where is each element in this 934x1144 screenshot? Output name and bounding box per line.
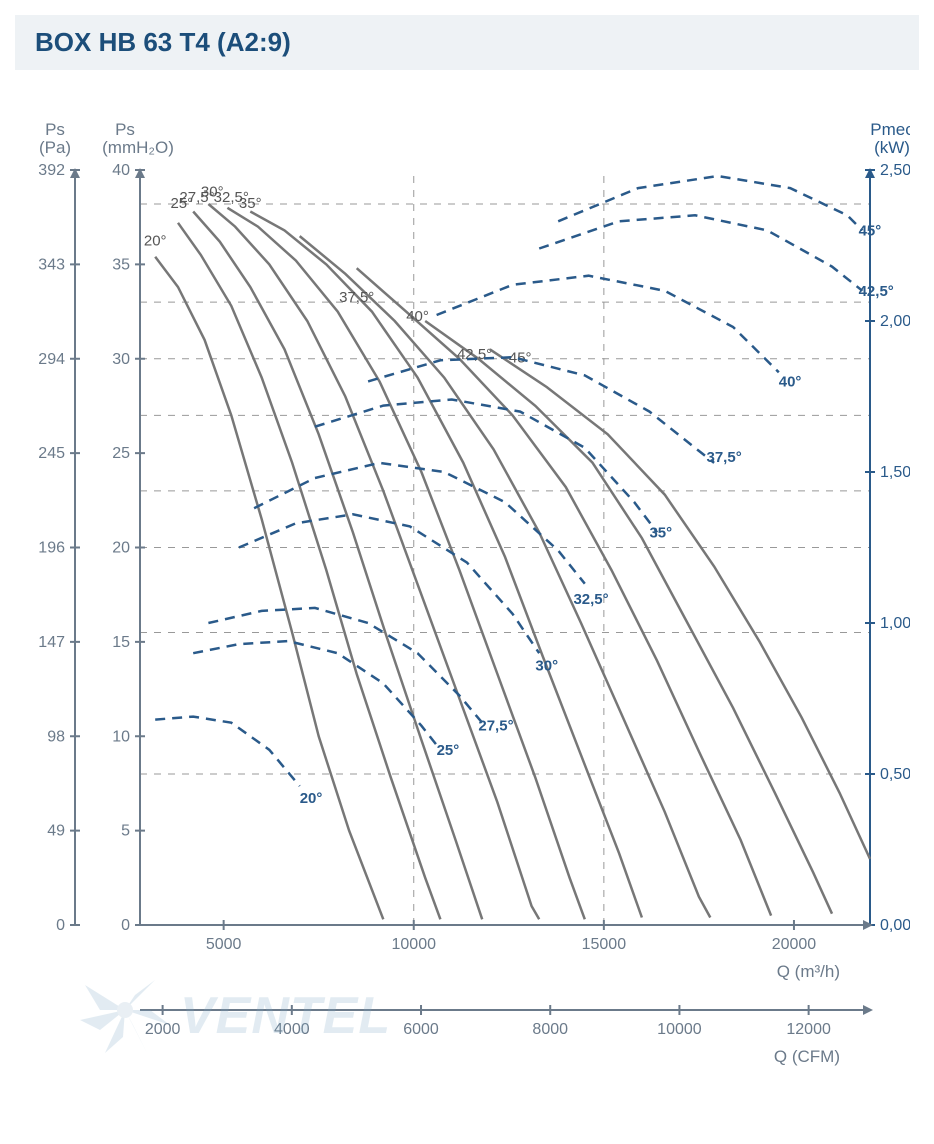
tick-kw: 1,00 (880, 615, 910, 632)
tick-cfm: 8000 (532, 1021, 568, 1038)
tick-mm: 5 (121, 823, 130, 840)
tick-mm: 10 (112, 728, 130, 745)
tick-pa: 0 (56, 917, 65, 934)
tick-mm: 15 (112, 634, 130, 651)
tick-kw: 0,50 (880, 766, 910, 783)
tick-mm: 0 (121, 917, 130, 934)
pmec-curve-label: 20° (300, 790, 323, 807)
tick-cfm: 2000 (145, 1021, 181, 1038)
pmec-curve-label: 32,5° (573, 591, 608, 608)
pmec-curve-label: 45° (859, 222, 882, 239)
tick-mm: 20 (112, 540, 130, 557)
pmec-curve (155, 717, 300, 787)
axis-label-kw: Pmec (870, 120, 910, 139)
pmec-curve-label: 27,5° (478, 718, 513, 735)
ps-curve (300, 236, 711, 917)
tick-kw: 0,00 (880, 917, 910, 934)
pmec-curve-label: 37,5° (707, 449, 742, 466)
tick-kw: 2,50 (880, 162, 910, 179)
tick-m3h: 5000 (206, 936, 242, 953)
tick-mm: 25 (112, 445, 130, 462)
tick-m3h: 20000 (772, 936, 817, 953)
tick-cfm: 4000 (274, 1021, 310, 1038)
chart-svg: 04998147196245294343392Ps(Pa)05101520253… (30, 100, 910, 1100)
tick-pa: 392 (38, 162, 65, 179)
ps-curve-label: 42,5° (457, 346, 492, 363)
tick-mm: 40 (112, 162, 130, 179)
pmec-curve-label: 35° (649, 524, 672, 541)
ps-curve-label: 20° (144, 233, 167, 250)
tick-pa: 294 (38, 351, 65, 368)
axis-label-mm: Ps (115, 120, 135, 139)
tick-pa: 147 (38, 634, 65, 651)
tick-mm: 35 (112, 256, 130, 273)
tick-pa: 98 (47, 728, 65, 745)
tick-pa: 245 (38, 445, 65, 462)
chart-area: 04998147196245294343392Ps(Pa)05101520253… (30, 100, 910, 1100)
tick-kw: 1,50 (880, 464, 910, 481)
axis-label-pa: Ps (45, 120, 65, 139)
axis-unit-mm: (mmH₂O) (102, 138, 174, 157)
ps-curve-label: 37,5° (339, 289, 374, 306)
tick-cfm: 10000 (657, 1021, 702, 1038)
tick-m3h: 15000 (582, 936, 627, 953)
axis-label-m3h: Q (m³/h) (777, 962, 840, 981)
tick-m3h: 10000 (392, 936, 437, 953)
pmec-curve-label: 42,5° (859, 283, 894, 300)
tick-pa: 343 (38, 256, 65, 273)
pmec-curve-label: 40° (779, 373, 802, 390)
tick-cfm: 6000 (403, 1021, 439, 1038)
pmec-curve (539, 215, 862, 290)
ps-curve (155, 257, 383, 920)
tick-mm: 30 (112, 351, 130, 368)
pmec-curve (208, 608, 482, 723)
ps-curve (208, 204, 539, 919)
tick-kw: 2,00 (880, 313, 910, 330)
tick-pa: 49 (47, 823, 65, 840)
pmec-curve-label: 25° (437, 742, 460, 759)
pmec-curve-label: 30° (535, 657, 558, 674)
tick-cfm: 12000 (786, 1021, 831, 1038)
axis-unit-kw: (kW) (874, 138, 910, 157)
chart-title: BOX HB 63 T4 (A2:9) (35, 27, 291, 57)
tick-pa: 196 (38, 540, 65, 557)
axis-label-cfm: Q (CFM) (774, 1047, 840, 1066)
ps-curve-label: 35° (239, 195, 262, 212)
ps-curve (425, 321, 832, 914)
axis-unit-pa: (Pa) (39, 138, 71, 157)
title-bar: BOX HB 63 T4 (A2:9) (15, 15, 919, 70)
